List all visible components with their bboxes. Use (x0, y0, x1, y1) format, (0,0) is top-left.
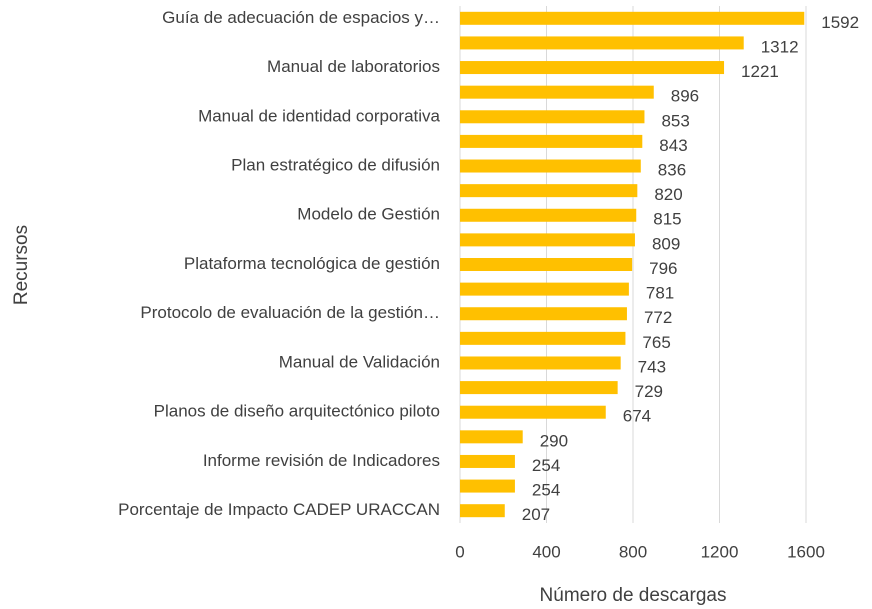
value-label: 729 (635, 382, 663, 401)
x-axis-title: Número de descargas (540, 585, 727, 606)
x-tick-label: 0 (455, 542, 464, 561)
bar (460, 61, 725, 75)
y-tick-label: Porcentaje de Impacto CADEP URACCAN (118, 500, 440, 519)
bar (460, 134, 643, 148)
bar (460, 430, 523, 444)
value-label: 290 (540, 431, 568, 450)
y-tick-label: Informe revisión de Indicadores (203, 451, 440, 470)
value-label: 809 (652, 234, 680, 253)
x-tick-label: 1600 (787, 542, 825, 561)
bar (460, 258, 633, 271)
bar (460, 36, 744, 50)
bar (460, 479, 515, 493)
y-tick-label: Manual de identidad corporativa (198, 106, 440, 125)
bar (460, 110, 645, 124)
bar (460, 405, 606, 419)
bar (460, 85, 654, 99)
value-label: 772 (644, 308, 672, 327)
value-label: 815 (653, 210, 681, 229)
value-label: 1592 (821, 13, 859, 32)
value-label: 1312 (761, 37, 799, 56)
value-label: 820 (654, 185, 682, 204)
value-label: 843 (659, 136, 687, 155)
bar (460, 381, 618, 395)
bar (460, 504, 505, 518)
value-label: 836 (658, 161, 686, 180)
bar (460, 282, 629, 296)
bar (460, 356, 621, 370)
value-label: 674 (623, 407, 651, 426)
y-tick-label: Planos de diseño arquitectónico piloto (154, 402, 440, 421)
bar (460, 307, 627, 321)
value-label: 853 (661, 111, 689, 130)
y-axis-title: Recursos (11, 225, 32, 305)
value-label: 254 (532, 481, 560, 500)
y-tick-label: Guía de adecuación de espacios y… (162, 8, 440, 27)
y-tick-label: Plan estratégico de difusión (231, 156, 440, 175)
y-tick-label: Modelo de Gestión (297, 205, 440, 224)
bar (460, 233, 635, 247)
x-tick-label: 800 (619, 542, 647, 561)
y-tick-label: Manual de laboratorios (267, 57, 440, 76)
value-label: 765 (642, 333, 670, 352)
bar (460, 11, 805, 25)
value-label: 743 (638, 357, 666, 376)
value-label: 781 (646, 284, 674, 303)
value-label: 254 (532, 456, 560, 475)
x-tick-label: 400 (532, 542, 560, 561)
bar (460, 184, 638, 198)
y-tick-label: Manual de Validación (279, 352, 440, 371)
y-tick-label: Protocolo de evaluación de la gestión… (140, 303, 440, 322)
bar (460, 208, 637, 222)
bar (460, 331, 626, 345)
bar (460, 454, 515, 468)
x-tick-label: 1200 (701, 542, 739, 561)
value-label: 207 (522, 505, 550, 524)
value-label: 896 (671, 87, 699, 106)
value-label: 1221 (741, 62, 779, 81)
bar (460, 159, 641, 173)
value-label: 796 (649, 259, 677, 278)
y-tick-label: Plataforma tecnológica de gestión (184, 254, 440, 273)
